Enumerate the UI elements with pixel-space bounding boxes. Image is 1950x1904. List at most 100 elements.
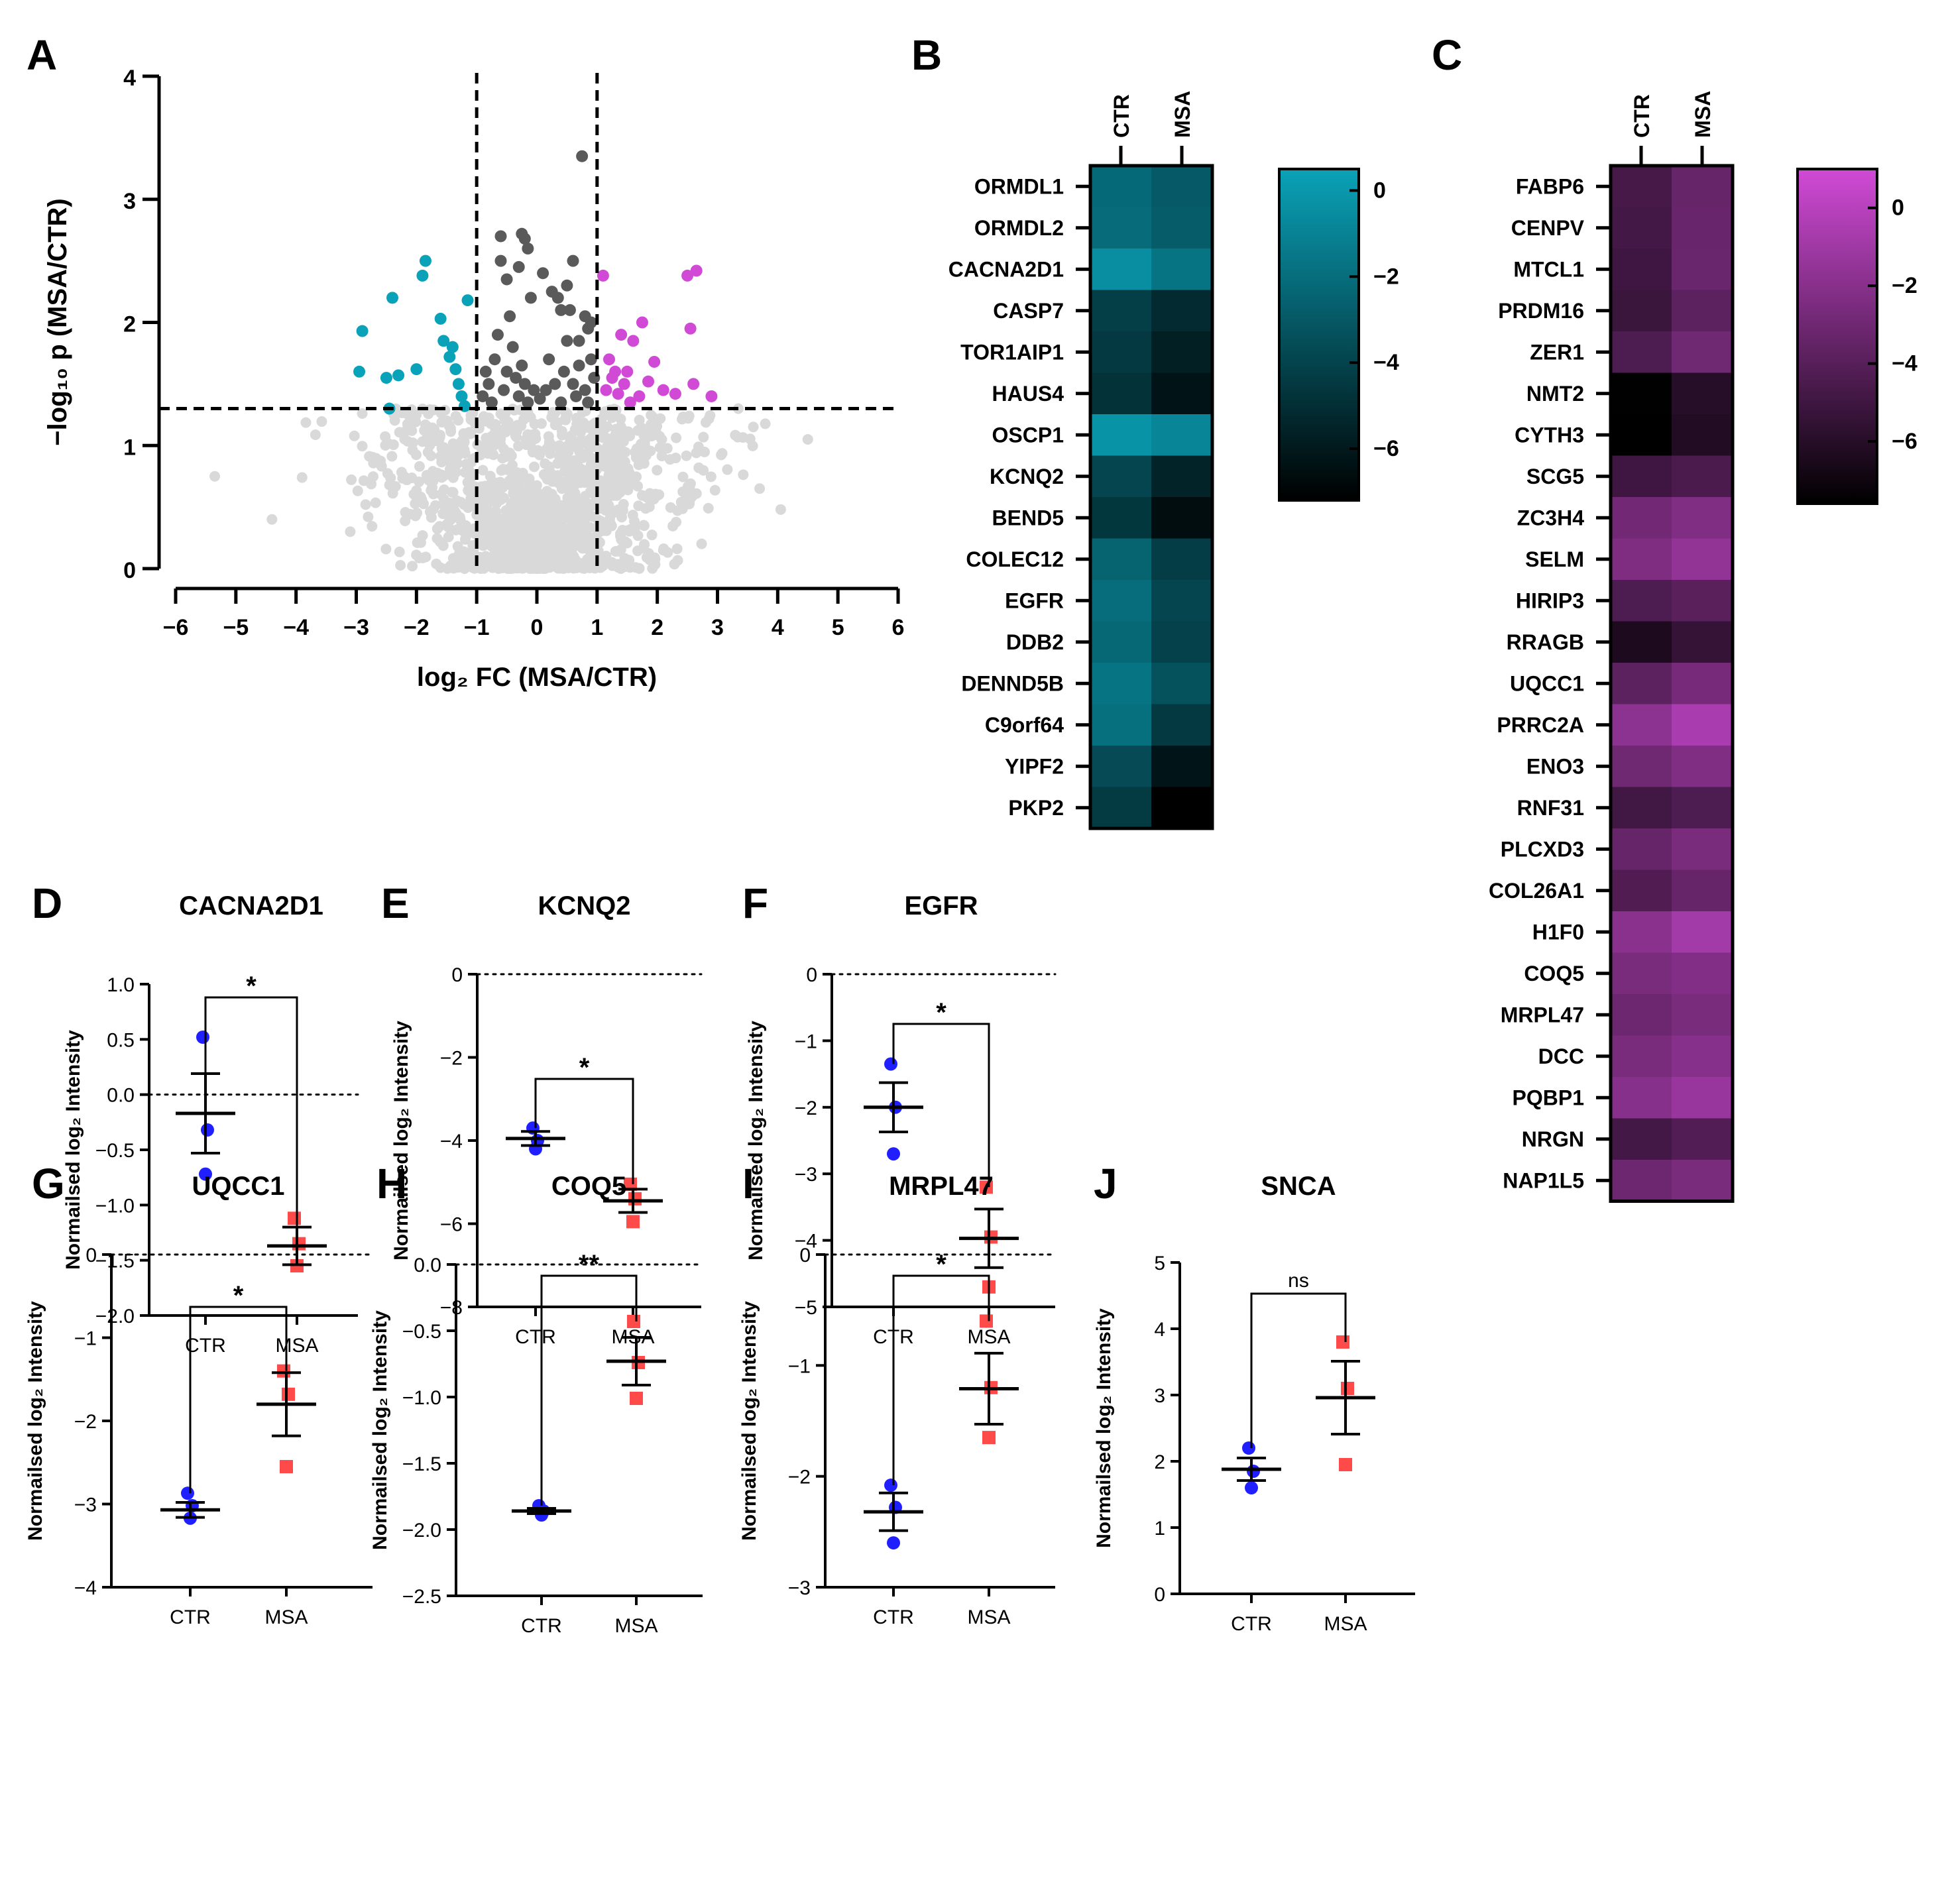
nonsignificant-point (554, 440, 565, 451)
row-label: DENND5B (961, 671, 1064, 695)
nonsignificant-point (483, 448, 494, 459)
heatmap-cell (1611, 455, 1672, 498)
row-label: OSCP1 (992, 423, 1064, 447)
data-point-sig_small_fc (576, 150, 589, 162)
nonsignificant-point (516, 420, 527, 431)
nonsignificant-point (489, 484, 500, 495)
heatmap-cell (1611, 787, 1672, 829)
heatmap-cell (1672, 538, 1733, 581)
x-tick-label: 2 (651, 615, 663, 640)
nonsignificant-point (488, 509, 499, 520)
row-label: PRDM16 (1498, 299, 1584, 323)
y-tick-label: 5 (1154, 1253, 1165, 1274)
nonsignificant-point (443, 522, 454, 533)
heatmap-cell (1090, 290, 1152, 332)
msa-square (282, 1387, 295, 1401)
column-label: CTR (1630, 94, 1654, 138)
row-label: BEND5 (992, 506, 1064, 530)
nonsignificant-point (658, 545, 669, 556)
row-label: ZER1 (1530, 340, 1584, 364)
plot-title: MRPL47 (889, 1172, 994, 1201)
y-axis-title: −log₁₀ p (MSA/CTR) (43, 198, 72, 445)
y-tick-label: 0.0 (414, 1255, 441, 1276)
colorbar-tick-label: 0 (1373, 178, 1386, 203)
nonsignificant-point (606, 557, 618, 568)
nonsignificant-point (488, 549, 500, 560)
significance-bracket (189, 1306, 288, 1494)
heatmap-cell (1672, 290, 1733, 332)
colorbar-tick-label: −6 (1892, 429, 1918, 454)
heatmap-cell (1672, 746, 1733, 787)
nonsignificant-point (345, 526, 356, 537)
y-axis-title: Normailsed log₂ Intensity (62, 1030, 84, 1270)
nonsignificant-point (683, 410, 695, 421)
heatmap-cell (1611, 746, 1672, 787)
nonsignificant-point (802, 433, 813, 445)
heatmap-cell (1611, 704, 1672, 746)
nonsignificant-point (563, 499, 574, 510)
x-tick-label: −1 (464, 615, 490, 640)
data-point-up (621, 365, 634, 378)
row-label: ORMDL1 (974, 174, 1064, 198)
y-tick-label: 1 (123, 435, 136, 460)
plot-title: SNCA (1261, 1172, 1336, 1201)
data-point-sig_small_fc (488, 353, 501, 366)
nonsignificant-point (395, 560, 406, 571)
heatmap-cell (1672, 249, 1733, 290)
heatmap-cell (1151, 166, 1213, 207)
data-point-down (380, 372, 392, 384)
data-point-up (618, 378, 630, 390)
significance-label: ns (1288, 1270, 1309, 1292)
nonsignificant-point (738, 469, 749, 480)
data-point-up (624, 396, 636, 409)
heatmap-cell (1090, 249, 1152, 290)
data-point-sig_small_fc (512, 260, 525, 273)
x-tick-label: CTR (515, 1326, 556, 1348)
data-point-sig_small_fc (585, 316, 597, 329)
nonsignificant-point (696, 538, 707, 549)
nonsignificant-point (481, 433, 492, 444)
data-point-up (597, 269, 609, 282)
nonsignificant-point (459, 533, 471, 545)
nonsignificant-point (451, 495, 463, 506)
data-point-down (437, 335, 450, 347)
nonsignificant-point (634, 414, 645, 425)
x-tick-label: CTR (170, 1606, 211, 1628)
data-point-sig_small_fc (485, 396, 498, 409)
data-point-down (419, 254, 431, 267)
x-tick-label: −2 (404, 615, 430, 640)
panel-letter-g: G (32, 1160, 65, 1207)
heatmap-cell (1151, 331, 1213, 373)
row-label: PRRC2A (1497, 713, 1584, 737)
nonsignificant-point (620, 536, 631, 547)
colorbar-tick-label: 0 (1892, 196, 1904, 221)
nonsignificant-point (453, 449, 464, 461)
nonsignificant-point (661, 443, 673, 454)
msa-square (980, 1314, 993, 1328)
y-tick-label: −1.0 (95, 1195, 135, 1217)
nonsignificant-point (579, 536, 590, 547)
nonsignificant-point (671, 516, 682, 528)
heatmap-cell (1090, 787, 1152, 829)
nonsignificant-point (443, 532, 454, 543)
ctr-point (196, 1031, 209, 1044)
nonsignificant-point (502, 416, 514, 427)
nonsignificant-point (609, 480, 620, 492)
column-label: CTR (1110, 94, 1133, 138)
heatmap-cell (1611, 290, 1672, 332)
data-point-down (446, 341, 459, 353)
significance-bracket (1250, 1292, 1347, 1448)
data-point-down (353, 365, 366, 378)
nonsignificant-point (591, 427, 602, 439)
nonsignificant-point (481, 500, 492, 511)
heatmap-cell (1672, 911, 1733, 953)
nonsignificant-point (581, 562, 592, 573)
row-label: CASP7 (993, 299, 1064, 323)
row-label: DCC (1538, 1044, 1584, 1068)
nonsignificant-point (615, 414, 626, 425)
nonsignificant-point (532, 445, 544, 456)
row-label: ENO3 (1526, 754, 1584, 778)
nonsignificant-point (647, 411, 658, 422)
